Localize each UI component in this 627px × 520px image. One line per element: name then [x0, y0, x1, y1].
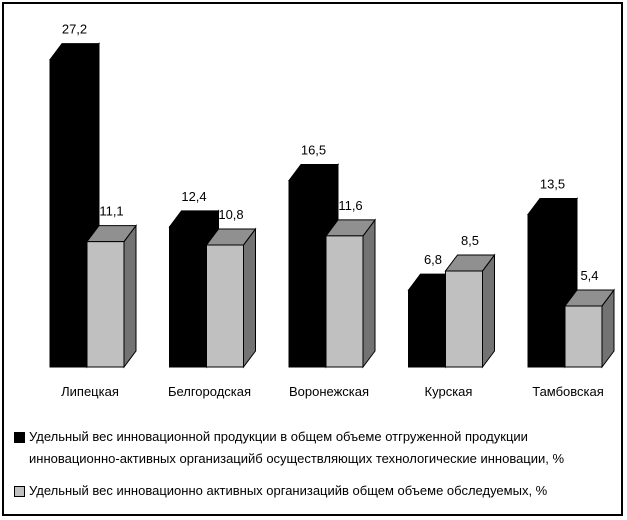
bar-side — [243, 227, 256, 369]
legend-item: Удельный вес инновационно активных орган… — [14, 480, 614, 502]
bar-front — [288, 180, 327, 368]
legend-item: Удельный вес инновационной продукции в о… — [14, 426, 614, 470]
value-label: 11,1 — [99, 204, 123, 219]
frame — [2, 2, 623, 516]
value-label: 13,5 — [540, 176, 565, 191]
value-label: 5,4 — [580, 268, 598, 283]
value-label: 8,5 — [461, 233, 479, 248]
value-label: 10,8 — [218, 207, 243, 222]
bar-front — [408, 289, 446, 368]
value-label: 12,4 — [181, 189, 206, 204]
x-tick-label: Белгородская — [168, 384, 251, 399]
x-tick-label: Курская — [425, 384, 473, 399]
legend-label: Удельный вес инновационно активных орган… — [29, 483, 548, 498]
bar-front — [527, 213, 566, 368]
x-tick-label: Липецкая — [61, 384, 119, 399]
bar-front — [445, 270, 483, 368]
bar — [325, 218, 376, 369]
bar-front — [325, 235, 364, 368]
x-tick-label: Воронежская — [289, 384, 369, 399]
x-tick-label: Тамбовская — [532, 384, 604, 399]
bar-side — [482, 253, 495, 369]
bar-front — [564, 305, 603, 368]
bar-side — [362, 218, 376, 369]
bar — [444, 253, 496, 369]
legend: Удельный вес инновационной продукции в о… — [14, 426, 614, 512]
bar-front — [86, 241, 125, 368]
bar-side — [123, 224, 137, 369]
bar — [86, 224, 137, 369]
legend-swatch — [14, 486, 25, 497]
value-label: 27,2 — [62, 22, 87, 37]
bar-front — [169, 226, 207, 368]
bar — [564, 288, 615, 369]
bar — [205, 227, 257, 369]
legend-label: Удельный вес инновационной продукции в о… — [29, 429, 565, 466]
bar-front — [49, 59, 88, 368]
legend-swatch — [14, 432, 25, 443]
value-label: 6,8 — [424, 252, 442, 267]
value-label: 11,6 — [338, 198, 362, 213]
value-label: 16,5 — [301, 143, 326, 158]
bar-front — [206, 244, 244, 368]
